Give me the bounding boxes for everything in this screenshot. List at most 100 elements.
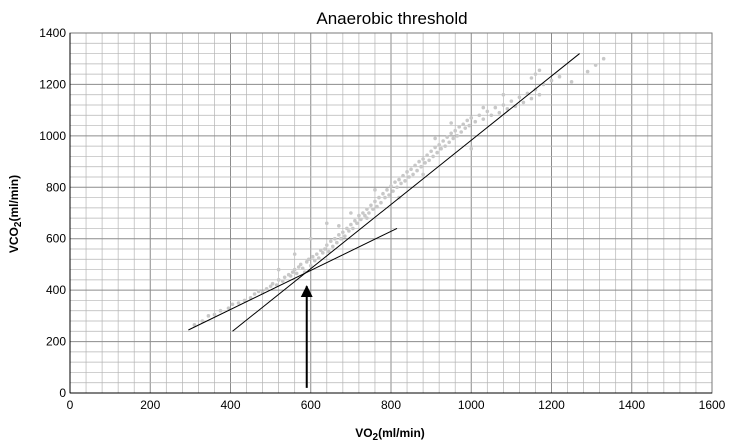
data-point [345,226,349,231]
y-tick-label: 800 [46,180,66,194]
data-point [389,184,393,188]
data-point [445,135,449,139]
data-point [333,236,337,241]
data-point [489,113,494,118]
data-point [405,170,409,174]
data-point [453,128,458,133]
data-point [341,230,345,235]
data-point [290,270,295,274]
data-point [292,252,297,256]
data-point [282,275,287,280]
data-point [501,103,506,107]
data-point [433,136,437,141]
data-point [485,109,490,114]
data-point [465,118,470,123]
data-point [365,216,369,220]
data-point [359,217,363,222]
y-tick-label: 200 [46,335,66,349]
x-axis-ticks: 0 200 400 600 800 1000 1200 1400 1600 [67,398,726,412]
data-point [308,236,313,241]
y-tick-label: 600 [46,232,66,246]
data-point [268,284,273,289]
data-point [236,301,241,305]
data-point [369,203,373,208]
data-point [351,226,355,231]
data-point [435,150,439,155]
data-point [385,188,389,192]
data-point [343,234,347,238]
data-point [585,69,590,74]
x-axis-label: VO2(ml/min) [355,426,425,443]
data-point [421,157,425,161]
data-point [463,126,468,130]
data-point [373,188,377,192]
data-point [529,96,534,101]
data-point [469,146,474,151]
data-point [451,136,455,141]
data-point [337,224,341,228]
data-point [427,158,431,163]
data-point [481,117,486,121]
chart-title: Anaerobic threshold [316,9,467,28]
data-point [349,211,353,215]
data-point [433,145,437,150]
data-point [457,125,462,129]
data-point [339,236,343,241]
data-point [310,254,315,259]
data-point [537,68,542,73]
data-point [280,279,285,283]
y-axis-label: VCO2(ml/min) [7,175,24,253]
data-point [447,140,451,145]
data-point [274,283,279,287]
data-point [393,180,397,184]
data-point [399,181,403,186]
data-point [455,134,460,138]
trend-line-1 [188,227,398,331]
data-point [387,193,391,197]
data-point [517,95,522,100]
data-point [298,262,303,267]
data-point [477,113,482,118]
data-point [294,271,299,276]
data-point [318,248,323,253]
data-point [335,240,339,245]
y-tick-label: 1400 [39,26,66,40]
data-point [601,56,606,61]
data-point [264,287,269,291]
y-tick-label: 1200 [39,77,66,91]
data-point [533,72,538,76]
data-point [449,121,453,125]
data-point [308,263,313,268]
data-point [429,149,433,154]
trend-line-2 [232,53,580,332]
x-tick-label: 1600 [699,398,726,412]
data-point [200,319,205,323]
x-tick-label: 200 [140,398,160,412]
data-point [395,185,399,190]
grid [69,32,713,394]
data-point [437,143,441,147]
data-point [419,164,423,169]
data-point [314,252,319,256]
data-point [391,189,395,193]
trend-lines [188,53,580,332]
x-tick-label: 0 [67,398,74,412]
x-tick-label: 800 [381,398,401,412]
data-point [423,161,427,165]
data-point [363,213,367,218]
data-point [349,222,353,227]
data-point [252,292,257,296]
y-axis-ticks: 0 200 400 600 800 1000 1200 1400 [39,26,66,400]
data-point [537,92,542,97]
data-point [355,221,359,226]
data-point [212,312,217,317]
data-point [218,308,223,313]
data-point [569,80,574,84]
data-point [549,78,554,83]
y-tick-label: 0 [59,386,66,400]
data-point [288,274,293,278]
data-point [357,213,361,218]
data-point [413,163,417,168]
data-point [242,298,247,303]
